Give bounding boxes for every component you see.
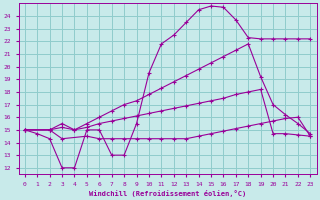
X-axis label: Windchill (Refroidissement éolien,°C): Windchill (Refroidissement éolien,°C) [89, 190, 246, 197]
